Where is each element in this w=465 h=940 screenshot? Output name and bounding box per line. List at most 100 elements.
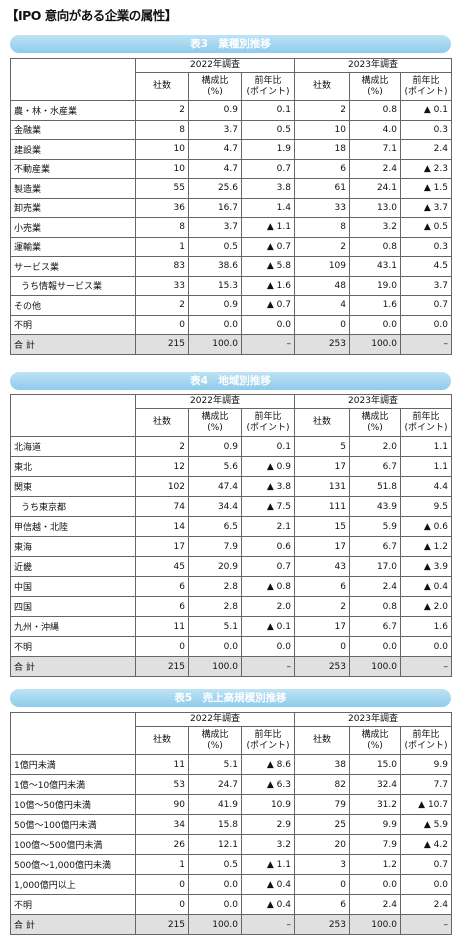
subheader-row: 社数 構成比 (%) 前年比 (ポイント) 社数 構成比 (%) 前年比 (ポイント) <box>11 726 452 755</box>
data-row: 合 計 215 100.0–253 100.0– <box>10 656 452 677</box>
cell: 34.4 <box>188 496 242 517</box>
cell: ▲ 2.3 <box>400 158 452 179</box>
column-header: 構成比 (%) <box>188 726 242 755</box>
cell: 6 <box>294 894 350 915</box>
cell: 11 <box>135 754 189 775</box>
year-header: 2023年調査 <box>294 58 452 73</box>
cell: 33 <box>135 275 189 296</box>
data-row: 不明 0 0.0 ▲ 0.4 6 2.4 2.4 <box>10 894 452 915</box>
cell: 6 <box>135 576 189 597</box>
cell: 0.0 <box>400 874 452 895</box>
year-header: 2023年調査 <box>294 712 452 727</box>
cell: 2.4 <box>349 576 401 597</box>
column-header: 構成比 (%) <box>188 72 242 101</box>
cell: 0 <box>294 636 350 657</box>
cell: 102 <box>135 476 189 497</box>
cell: 4.7 <box>188 158 242 179</box>
cell: 3.2 <box>241 834 295 855</box>
cell: 0.0 <box>188 874 242 895</box>
cell: 6 <box>135 596 189 617</box>
cell: 0.9 <box>188 436 242 457</box>
column-header-line: 前年比 <box>254 411 282 422</box>
year-header: 2022年調査 <box>135 712 295 727</box>
row-label: 1億円未満 <box>10 754 136 775</box>
row-label: その他 <box>10 295 136 316</box>
cell: 6 <box>294 576 350 597</box>
cell: 215 <box>135 656 189 677</box>
cell: 24.7 <box>188 774 242 795</box>
cell: 0.0 <box>400 314 452 335</box>
cell: ▲ 1.1 <box>241 854 295 875</box>
data-row: 建設業 10 4.7 1.9 18 7.1 2.4 <box>10 139 452 160</box>
column-header-line: (ポイント) <box>404 86 448 97</box>
cell: 17 <box>294 456 350 477</box>
column-header-line: 構成比 <box>201 411 229 422</box>
cell: 2.0 <box>241 596 295 617</box>
cell: 100.0 <box>188 914 242 935</box>
column-header-line: (%) <box>367 86 383 97</box>
row-label: 製造業 <box>10 178 136 199</box>
cell: 1 <box>135 236 189 257</box>
cell: 2 <box>294 100 350 121</box>
cell: 8 <box>135 217 189 238</box>
cell: 1.1 <box>400 436 452 457</box>
row-label: 10億〜50億円未満 <box>10 794 136 815</box>
data-row: 小売業 8 3.7 ▲ 1.1 8 3.2 ▲ 0.5 <box>10 217 452 238</box>
cell: 1.2 <box>349 854 401 875</box>
column-header: 構成比 (%) <box>188 408 242 437</box>
row-label: 運輸業 <box>10 236 136 257</box>
cell: 6.7 <box>349 616 401 637</box>
row-label: 合 計 <box>10 656 136 677</box>
row-label: 50億〜100億円未満 <box>10 814 136 835</box>
cell: 0.3 <box>400 119 452 140</box>
cell: ▲ 0.4 <box>241 894 295 915</box>
cell: – <box>241 914 295 935</box>
cell: 100.0 <box>349 914 401 935</box>
column-header-line: (%) <box>367 740 383 751</box>
cell: ▲ 5.8 <box>241 256 295 277</box>
cell: 3.2 <box>349 217 401 238</box>
data-row: 不明 0 0.0 0.0 0 0.0 0.0 <box>10 314 452 335</box>
column-header: 構成比 (%) <box>349 408 401 437</box>
row-label: 500億〜1,000億円未満 <box>10 854 136 875</box>
cell: ▲ 4.2 <box>400 834 452 855</box>
cell: 0.0 <box>241 636 295 657</box>
data-row: 北海道 2 0.9 0.1 5 2.0 1.1 <box>10 436 452 457</box>
header-row: 2022年調査 2023年調査 <box>10 58 452 101</box>
cell: 61 <box>294 178 350 199</box>
data-row: 九州・沖縄 11 5.1 ▲ 0.1 17 6.7 1.6 <box>10 616 452 637</box>
data-row: 50億〜100億円未満 34 15.8 2.9 25 9.9 ▲ 5.9 <box>10 814 452 835</box>
cell: 16.7 <box>188 197 242 218</box>
cell: 74 <box>135 496 189 517</box>
cell: ▲ 1.5 <box>400 178 452 199</box>
cell: ▲ 0.4 <box>241 874 295 895</box>
cell: 0.6 <box>241 536 295 557</box>
cell: 15.3 <box>188 275 242 296</box>
cell: 0.5 <box>241 119 295 140</box>
cell: 1.9 <box>241 139 295 160</box>
column-header-line: 構成比 <box>361 411 389 422</box>
data-row: 100億〜500億円未満 26 12.1 3.2 20 7.9 ▲ 4.2 <box>10 834 452 855</box>
column-header-line: (ポイント) <box>404 422 448 433</box>
cell: 0.0 <box>188 894 242 915</box>
cell: 253 <box>294 334 350 355</box>
data-row: 近畿 45 20.9 0.7 43 17.0 ▲ 3.9 <box>10 556 452 577</box>
cell: 7.1 <box>349 139 401 160</box>
cell: 0.9 <box>188 295 242 316</box>
cell: 5.1 <box>188 754 242 775</box>
data-row: 東北 12 5.6 ▲ 0.9 17 6.7 1.1 <box>10 456 452 477</box>
cell: 31.2 <box>349 794 401 815</box>
cell: 11 <box>135 616 189 637</box>
cell: 15 <box>294 516 350 537</box>
column-header: 社数 <box>135 72 189 101</box>
column-header-line: 社数 <box>152 735 171 745</box>
cell: 215 <box>135 334 189 355</box>
row-label: 金融業 <box>10 119 136 140</box>
cell: 2 <box>135 100 189 121</box>
cell: 7.7 <box>400 774 452 795</box>
cell: 0.0 <box>188 314 242 335</box>
cell: 83 <box>135 256 189 277</box>
cell: 100.0 <box>349 334 401 355</box>
column-header-line: 構成比 <box>201 729 229 740</box>
cell: – <box>241 334 295 355</box>
